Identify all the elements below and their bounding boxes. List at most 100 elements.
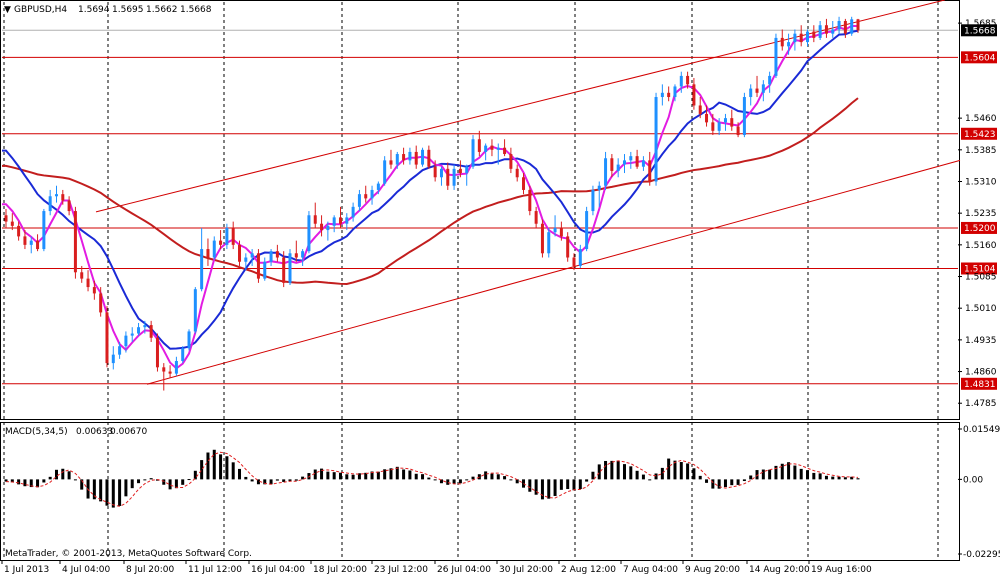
macd-bar bbox=[737, 479, 740, 485]
candle-body bbox=[724, 118, 727, 122]
macd-bar bbox=[326, 472, 329, 480]
macd-bar bbox=[124, 479, 127, 496]
candle-body bbox=[579, 249, 582, 266]
candle-body bbox=[850, 19, 853, 33]
candle-body bbox=[143, 325, 146, 327]
candle-body bbox=[383, 160, 386, 183]
time-tick-label: 16 Jul 04:00 bbox=[251, 565, 305, 575]
macd-bar bbox=[598, 464, 601, 479]
macd-bar bbox=[844, 477, 847, 479]
time-tick-label: 14 Aug 20:00 bbox=[749, 565, 810, 575]
macd-bar bbox=[591, 472, 594, 480]
candle-body bbox=[566, 236, 569, 257]
macd-bar bbox=[573, 479, 576, 490]
collapse-triangle-icon[interactable]: ▼ bbox=[4, 5, 11, 15]
macd-bar bbox=[49, 477, 52, 480]
macd-bar bbox=[490, 474, 493, 480]
macd-bar bbox=[23, 479, 26, 486]
macd-bar bbox=[282, 479, 285, 482]
time-tick-label: 30 Jul 20:00 bbox=[499, 565, 553, 575]
candle-body bbox=[55, 194, 58, 196]
macd-bar bbox=[642, 475, 645, 480]
candle-body bbox=[270, 251, 273, 262]
macd-bar bbox=[352, 475, 355, 480]
macd-bar bbox=[238, 469, 241, 479]
candle-body bbox=[800, 34, 803, 42]
macd-bar bbox=[787, 462, 790, 479]
macd-bar bbox=[137, 479, 140, 483]
candle-body bbox=[446, 169, 449, 186]
macd-bar bbox=[453, 479, 456, 483]
macd-bar bbox=[17, 479, 20, 484]
candle-body bbox=[541, 224, 544, 254]
price-tick-label: 1.5310 bbox=[965, 177, 997, 187]
candle-body bbox=[440, 169, 443, 177]
candle-body bbox=[610, 158, 613, 171]
macd-bar bbox=[105, 479, 108, 505]
macd-bar bbox=[661, 468, 664, 479]
candle-body bbox=[547, 232, 550, 253]
candle-body bbox=[301, 251, 304, 257]
macd-bar bbox=[194, 471, 197, 480]
candle-body bbox=[402, 154, 405, 160]
macd-bar bbox=[806, 470, 809, 479]
time-tick-label: 11 Jul 12:00 bbox=[188, 565, 242, 575]
candle-body bbox=[326, 226, 329, 230]
macd-bar bbox=[509, 479, 512, 480]
candle-body bbox=[49, 196, 52, 211]
macd-bar bbox=[781, 464, 784, 480]
macd-bar bbox=[219, 454, 222, 479]
candle-body bbox=[692, 84, 695, 105]
macd-bar bbox=[295, 479, 298, 480]
macd-bar bbox=[857, 478, 860, 479]
macd-label: MACD(5,34,5) bbox=[5, 427, 68, 437]
candle-body bbox=[503, 148, 506, 154]
macd-bar bbox=[541, 479, 544, 499]
price-tick-label: 1.5385 bbox=[965, 146, 997, 156]
price-tick-label: 1.5460 bbox=[965, 114, 997, 124]
candle-body bbox=[591, 190, 594, 211]
candle-body bbox=[358, 194, 361, 207]
candle-body bbox=[516, 169, 519, 177]
candle-body bbox=[219, 241, 222, 245]
candle-body bbox=[206, 249, 209, 257]
candle-body bbox=[661, 93, 664, 97]
macd-bar bbox=[623, 464, 626, 479]
macd-bar bbox=[497, 474, 500, 479]
time-tick-label: 18 Jul 20:00 bbox=[313, 565, 367, 575]
macd-bar bbox=[68, 471, 71, 479]
macd-bar bbox=[270, 479, 273, 484]
macd-bar bbox=[503, 476, 506, 479]
macd-bar bbox=[579, 479, 582, 489]
candle-body bbox=[320, 224, 323, 230]
candle-body bbox=[162, 367, 165, 371]
price-tick-label: 1.5160 bbox=[965, 241, 997, 251]
candle-body bbox=[345, 217, 348, 223]
candle-body bbox=[427, 150, 430, 167]
candle-body bbox=[225, 228, 228, 245]
candle-body bbox=[74, 211, 77, 272]
candle-body bbox=[673, 86, 676, 97]
candle-body bbox=[737, 127, 740, 135]
macd-bar bbox=[585, 479, 588, 481]
macd-tick-label: 0.01549 bbox=[963, 425, 1000, 435]
candle-body bbox=[509, 154, 512, 169]
candle-body bbox=[30, 241, 33, 245]
candle-body bbox=[213, 241, 216, 258]
time-tick-label: 4 Jul 04:00 bbox=[62, 565, 111, 575]
candle-body bbox=[623, 160, 626, 164]
level-price-label: 1.5200 bbox=[964, 224, 996, 234]
macd-bar bbox=[762, 470, 765, 480]
macd-bar bbox=[560, 479, 563, 489]
candle-body bbox=[5, 215, 8, 221]
macd-bar bbox=[655, 473, 658, 479]
candle-body bbox=[238, 245, 241, 262]
candle-body bbox=[11, 222, 14, 226]
macd-bar bbox=[118, 479, 121, 506]
candle-body bbox=[314, 215, 317, 223]
candle-body bbox=[434, 167, 437, 178]
macd-bar bbox=[74, 479, 77, 480]
macd-bar bbox=[131, 479, 134, 488]
